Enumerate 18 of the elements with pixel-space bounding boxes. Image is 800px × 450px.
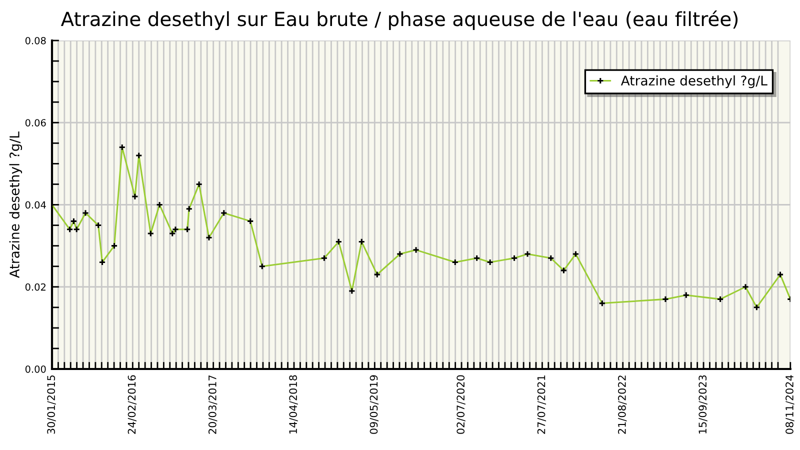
y-tick-label: 0.08	[25, 36, 46, 44]
legend-label: Atrazine desethyl ?g/L	[620, 75, 768, 88]
x-tick-label: 27/07/2021	[537, 376, 546, 434]
y-tick-label: 0.00	[25, 365, 46, 373]
x-tick-label: 02/07/2020	[456, 375, 466, 434]
x-tick-label: 15/09/2023	[698, 375, 708, 434]
x-tick-label: 08/11/2024	[786, 375, 794, 434]
y-axis-title: Atrazine desethyl ?g/L	[9, 132, 22, 278]
x-tick-label: 14/04/2018	[289, 375, 298, 434]
x-tick-label: 20/03/2017	[208, 375, 218, 434]
x-tick-label: 09/05/2019	[370, 375, 379, 434]
y-tick-label: 0.04	[25, 201, 46, 209]
y-tick-label: 0.02	[25, 283, 46, 291]
x-tick-label: 30/01/2015	[47, 375, 56, 434]
x-tick-label: 21/08/2022	[618, 376, 627, 434]
chart-title: Atrazine desethyl sur Eau brute / phase aqueuse de l'eau (eau filtrée)	[60, 10, 738, 30]
y-tick-label: 0.06	[25, 119, 46, 126]
x-tick-label: 24/02/2016	[128, 375, 137, 434]
